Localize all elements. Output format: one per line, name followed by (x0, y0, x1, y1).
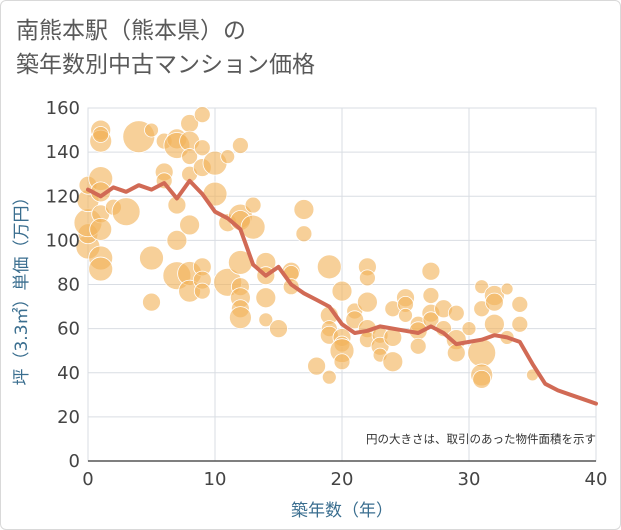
y-tick-label: 160 (46, 98, 80, 119)
y-tick-label: 140 (46, 142, 80, 163)
data-bubble (142, 292, 161, 312)
bubble-size-note: 円の大きさは、取引のあった物件面積を示す (366, 432, 596, 446)
data-bubble (472, 369, 492, 389)
y-axis-title: 坪（3.3㎡）単価（万円） (12, 188, 32, 385)
y-tick-label: 100 (46, 230, 80, 251)
data-bubble (484, 292, 504, 312)
data-bubble (321, 369, 337, 385)
data-bubble (179, 214, 201, 236)
data-bubble (409, 337, 427, 355)
data-bubble (398, 307, 413, 323)
x-tick-label: 0 (82, 469, 93, 490)
data-bubble (333, 353, 351, 371)
data-bubble (89, 217, 113, 241)
data-bubble (316, 254, 342, 280)
data-bubble (258, 312, 274, 328)
y-tick-label: 40 (57, 363, 80, 384)
average-price-line (86, 178, 598, 406)
average-line-layer (86, 178, 598, 406)
x-axis-title: 築年数（年） (291, 501, 393, 521)
data-bubble (356, 291, 378, 313)
data-bubble (111, 197, 141, 227)
data-bubble (92, 126, 110, 143)
data-bubble (293, 199, 315, 220)
data-bubble (269, 319, 288, 339)
data-bubble (228, 306, 252, 329)
data-bubble (511, 315, 529, 333)
y-tick-label: 0 (69, 451, 80, 472)
y-tick-label: 120 (46, 186, 80, 207)
data-bubble (255, 287, 277, 309)
chart-title-line-1: 南熊本駅（熊本県）の (16, 18, 246, 44)
data-bubble (483, 313, 505, 335)
data-bubble (193, 106, 211, 124)
x-tick-label: 20 (331, 469, 354, 490)
x-tick-label: 40 (585, 469, 608, 490)
x-tick-label: 10 (204, 469, 227, 490)
data-bubble (193, 139, 211, 157)
data-bubble (447, 304, 465, 322)
chart-title: 南熊本駅（熊本県）の 築年数別中古マンション価格 (16, 14, 315, 82)
y-axis-ticks: 0 20 40 60 80 100 120 140 160 (46, 98, 80, 472)
y-tick-label: 60 (57, 319, 80, 340)
data-bubble (295, 225, 313, 243)
y-tick-label: 20 (57, 407, 80, 428)
data-bubble (144, 122, 159, 138)
data-bubble (240, 214, 266, 240)
chart-title-line-2: 築年数別中古マンション価格 (16, 52, 315, 78)
data-bubble (331, 280, 353, 302)
data-bubble (421, 261, 441, 281)
data-bubble (500, 282, 514, 296)
x-tick-label: 30 (458, 469, 481, 490)
data-bubble (474, 279, 490, 295)
data-bubble (446, 343, 466, 363)
data-bubble (220, 149, 236, 164)
bubble-layer (73, 106, 539, 389)
data-bubble (181, 148, 199, 165)
data-bubble (307, 356, 327, 376)
data-bubble (422, 287, 440, 304)
data-bubble (231, 137, 249, 154)
data-bubble (461, 321, 477, 337)
x-axis-ticks: 0 10 20 30 40 (82, 469, 607, 490)
y-tick-label: 80 (57, 275, 80, 296)
data-bubble (166, 229, 188, 251)
data-bubble (358, 269, 376, 287)
data-bubble (139, 245, 164, 271)
data-bubble (193, 282, 211, 300)
data-bubble (511, 295, 529, 313)
data-bubble (88, 256, 114, 282)
data-bubble (382, 351, 404, 373)
data-bubble (244, 196, 262, 214)
